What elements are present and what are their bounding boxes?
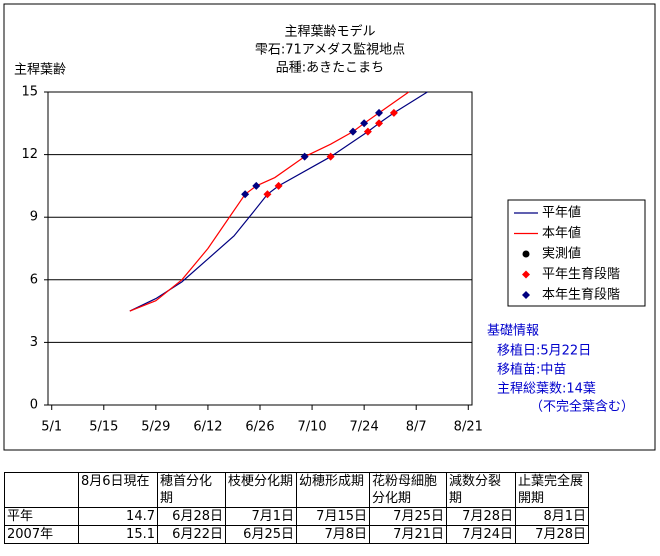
chart-subtitle: 品種:あきたこまち <box>276 60 384 76</box>
point <box>348 127 357 136</box>
legend-swatch <box>522 250 530 258</box>
x-tick-label: 5/29 <box>141 420 170 435</box>
x-tick-label: 6/12 <box>193 420 222 435</box>
info-text: 基礎情報 <box>487 324 539 339</box>
y-tick-label: 3 <box>30 335 38 350</box>
table-cell: 枝梗分化期 <box>225 472 297 508</box>
point <box>326 152 335 161</box>
x-tick-label: 7/10 <box>297 420 326 435</box>
point <box>360 119 369 128</box>
table-row: 2007年 15.1 6月22日 6月25日 7月8日 7月21日 7月24日 7月28日 <box>4 525 589 544</box>
table-cell: 2007年 <box>4 525 79 544</box>
table-cell: 6月25日 <box>225 525 297 544</box>
table-cell: 花粉母細胞分化期 <box>369 472 447 508</box>
table-cell: 8月6日現在 <box>78 472 158 508</box>
data-table: 8月6日現在 穂首分化期 枝梗分化期 幼穂形成期 花粉母細胞分化期 減数分裂期 … <box>4 472 589 544</box>
legend-box <box>507 199 646 307</box>
legend-label: 本年生育段階 <box>542 287 620 303</box>
table-cell: 7月8日 <box>296 525 370 544</box>
table-cell: 6月28日 <box>157 507 226 526</box>
x-tick-label: 5/15 <box>89 420 118 435</box>
legend-label: 本年値 <box>542 225 581 241</box>
x-tick-label: 7/24 <box>350 420 379 435</box>
legend-swatch <box>522 270 530 279</box>
y-axis-label: 主稈葉齢 <box>14 63 66 78</box>
table-header: 8月6日現在 穂首分化期 枝梗分化期 幼穂形成期 花粉母細胞分化期 減数分裂期 … <box>4 472 589 508</box>
point <box>363 127 372 136</box>
table-cell: 15.1 <box>78 525 158 544</box>
chart: 主稈葉齢モデル 雫石:71アメダス監視地点 品種:あきたこまち 主稈葉齢 0 3 6… <box>3 3 656 451</box>
table-cell: 7月1日 <box>225 507 297 526</box>
table-cell: 減数分裂期 <box>446 472 516 508</box>
point <box>375 119 384 128</box>
y-tick-label: 9 <box>30 210 38 225</box>
y-tick-label: 15 <box>21 85 38 100</box>
legend-label: 平年値 <box>542 205 581 221</box>
legend-label: 実測値 <box>542 246 581 262</box>
point <box>263 190 272 199</box>
legend-swatch <box>522 291 530 299</box>
table-cell: 止葉完全展開期 <box>515 472 589 508</box>
table-cell: 8月1日 <box>515 507 589 526</box>
plot-area <box>47 91 473 406</box>
table-cell: 穂首分化期 <box>157 472 226 508</box>
info-text: 移植日:5月22日 <box>497 344 591 359</box>
table-cell: 7月25日 <box>369 507 447 526</box>
chart-subtitle: 雫石:71アメダス監視地点 <box>255 42 405 58</box>
x-tick-label: 6/26 <box>245 420 274 435</box>
y-tick-label: 6 <box>30 272 38 287</box>
point <box>241 190 250 199</box>
point <box>252 181 261 190</box>
table-cell: 7月15日 <box>296 507 370 526</box>
info-text: 移植苗:中苗 <box>497 363 566 378</box>
table-cell: 6月22日 <box>157 525 226 544</box>
x-tick-label: 5/1 <box>41 420 62 435</box>
table-cell: 7月24日 <box>446 525 516 544</box>
table-row: 平年 14.7 6月28日 7月1日 7月15日 7月25日 7月28日 8月1日 <box>4 507 589 526</box>
chart-title: 主稈葉齢モデル <box>284 24 375 40</box>
info-text: （不完全葉含む） <box>530 399 634 415</box>
table-cell: 平年 <box>4 507 79 526</box>
point <box>300 152 309 161</box>
table-cell <box>4 472 79 508</box>
table-cell: 7月21日 <box>369 525 447 544</box>
table-cell: 7月28日 <box>446 507 516 526</box>
table-cell: 7月28日 <box>515 525 589 544</box>
y-tick-label: 12 <box>21 147 38 162</box>
point <box>375 108 384 117</box>
point <box>389 108 398 117</box>
x-tick-label: 8/21 <box>454 420 483 435</box>
y-tick-label: 0 <box>30 398 38 413</box>
info-text: 主稈総葉数:14葉 <box>497 382 596 397</box>
table-cell: 14.7 <box>78 507 158 526</box>
table-cell: 幼穂形成期 <box>296 472 370 508</box>
legend-label: 平年生育段階 <box>542 266 620 282</box>
point <box>274 181 283 190</box>
x-tick-label: 8/7 <box>406 420 427 435</box>
